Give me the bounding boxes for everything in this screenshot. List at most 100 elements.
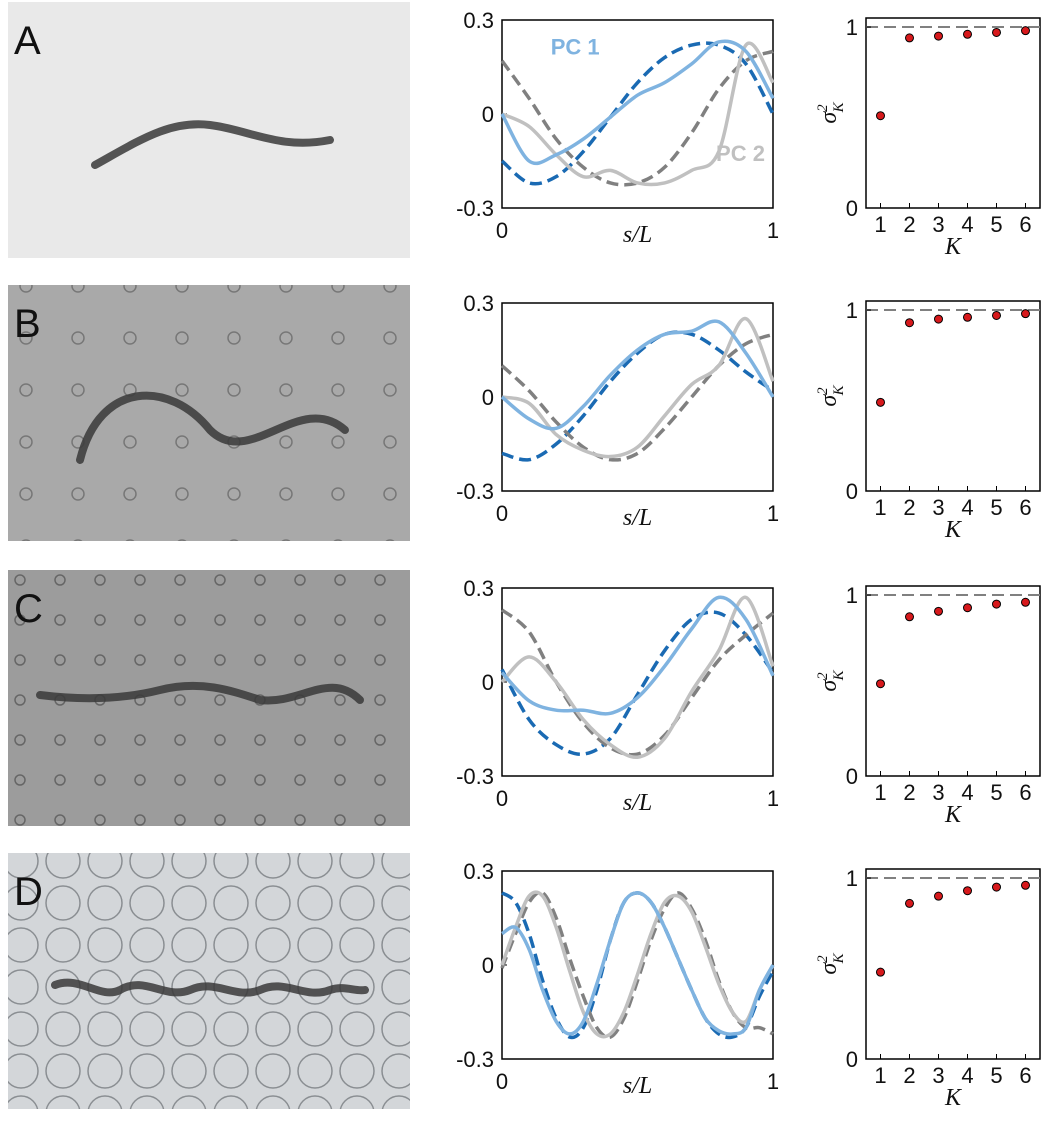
x-tick-label: 6 bbox=[1019, 780, 1031, 805]
x-tick-label: 4 bbox=[961, 780, 973, 805]
x-tick-label: 1 bbox=[767, 501, 779, 526]
y-tick-label: 1 bbox=[846, 15, 858, 40]
y-tick-label: -0.3 bbox=[456, 1047, 494, 1072]
point bbox=[934, 314, 943, 324]
x-tick-label: 2 bbox=[903, 495, 915, 520]
point bbox=[992, 599, 1001, 609]
x-tick-label: 2 bbox=[903, 780, 915, 805]
x-tick-label: 3 bbox=[932, 1063, 944, 1088]
y-tick-label: 0 bbox=[846, 1047, 858, 1072]
y-tick-label: 0 bbox=[846, 764, 858, 789]
x-tick-label: 0 bbox=[496, 218, 508, 243]
point bbox=[963, 312, 972, 322]
panel-label: C bbox=[14, 587, 43, 631]
point bbox=[876, 397, 885, 407]
point bbox=[934, 891, 943, 901]
plot-frame bbox=[501, 587, 774, 777]
pc-line bbox=[500, 610, 775, 756]
pc-line bbox=[501, 41, 775, 187]
y-label-sup: 2 bbox=[815, 955, 831, 963]
pc-line bbox=[500, 319, 775, 431]
x-tick-label: 4 bbox=[961, 1063, 973, 1088]
point bbox=[1021, 309, 1030, 319]
plot-frame bbox=[501, 870, 774, 1060]
point bbox=[1021, 26, 1030, 36]
y-label-sub: K bbox=[831, 384, 847, 396]
point bbox=[876, 967, 885, 977]
x-tick-label: 1 bbox=[767, 786, 779, 811]
plot-frame bbox=[865, 868, 1041, 1060]
y-tick-label: 0 bbox=[846, 479, 858, 504]
x-tick-label: 6 bbox=[1019, 1063, 1031, 1088]
pc-line bbox=[500, 39, 775, 166]
x-tick-label: 5 bbox=[990, 495, 1002, 520]
y-tick-label: 0.3 bbox=[463, 576, 494, 601]
y-label-symbol: σ bbox=[816, 962, 842, 975]
panel-label: D bbox=[14, 870, 43, 914]
point bbox=[963, 886, 972, 896]
worm bbox=[91, 120, 334, 169]
y-label-symbol: σ bbox=[816, 679, 842, 692]
pc-line bbox=[500, 890, 775, 1039]
x-axis-label: K bbox=[944, 234, 963, 260]
x-tick-label: 2 bbox=[903, 1063, 915, 1088]
y-tick-label: -0.3 bbox=[456, 479, 494, 504]
y-tick-label: 1 bbox=[846, 583, 858, 608]
pc-line bbox=[501, 316, 775, 459]
point bbox=[992, 27, 1001, 37]
worm bbox=[36, 681, 364, 705]
worm bbox=[76, 391, 349, 464]
y-axis-label: σ2K bbox=[815, 669, 847, 691]
point bbox=[992, 310, 1001, 320]
point bbox=[905, 318, 914, 328]
plot-frame bbox=[501, 19, 774, 209]
y-axis-label: σ2K bbox=[815, 384, 847, 406]
pc-line bbox=[500, 595, 775, 716]
y-tick-label: 0 bbox=[482, 953, 494, 978]
x-tick-label: 4 bbox=[961, 212, 973, 237]
point bbox=[876, 679, 885, 689]
pc-line bbox=[500, 332, 774, 462]
x-tick-label: 0 bbox=[496, 501, 508, 526]
y-label-sup: 2 bbox=[815, 104, 831, 112]
x-tick-label: 4 bbox=[961, 495, 973, 520]
y-label-symbol: σ bbox=[816, 394, 842, 407]
annotation: PC 1 bbox=[551, 34, 600, 59]
point bbox=[905, 898, 914, 908]
plot-frame bbox=[865, 585, 1041, 777]
x-tick-label: 1 bbox=[874, 1063, 886, 1088]
y-tick-label: -0.3 bbox=[456, 196, 494, 221]
x-tick-label: 6 bbox=[1019, 212, 1031, 237]
x-axis-label: K bbox=[944, 517, 963, 543]
x-tick-label: 1 bbox=[874, 780, 886, 805]
y-tick-label: 0 bbox=[482, 670, 494, 695]
pc-line bbox=[500, 608, 775, 757]
y-tick-label: 0 bbox=[482, 102, 494, 127]
y-tick-label: 0.3 bbox=[463, 859, 494, 884]
y-label-symbol: σ bbox=[816, 111, 842, 124]
y-label-sup: 2 bbox=[815, 387, 831, 395]
y-tick-label: 1 bbox=[846, 298, 858, 323]
point bbox=[963, 29, 972, 39]
x-tick-label: 5 bbox=[990, 1063, 1002, 1088]
pc-line bbox=[500, 49, 774, 187]
x-axis-label: s/L bbox=[623, 790, 652, 816]
panel-label: B bbox=[14, 302, 41, 346]
x-axis-label: K bbox=[944, 1085, 963, 1111]
y-tick-label: 0.3 bbox=[463, 8, 494, 33]
x-tick-label: 3 bbox=[932, 780, 944, 805]
plot-frame bbox=[865, 17, 1041, 209]
point bbox=[934, 31, 943, 41]
point bbox=[1021, 597, 1030, 607]
point bbox=[876, 111, 885, 121]
pc-line bbox=[500, 595, 775, 759]
point bbox=[905, 612, 914, 622]
worm bbox=[51, 978, 369, 997]
pc-line bbox=[501, 891, 775, 1036]
x-tick-label: 1 bbox=[767, 218, 779, 243]
point bbox=[1021, 880, 1030, 890]
y-label-sup: 2 bbox=[815, 672, 831, 680]
annotation: PC 2 bbox=[716, 141, 765, 166]
pc-line bbox=[500, 890, 774, 1040]
